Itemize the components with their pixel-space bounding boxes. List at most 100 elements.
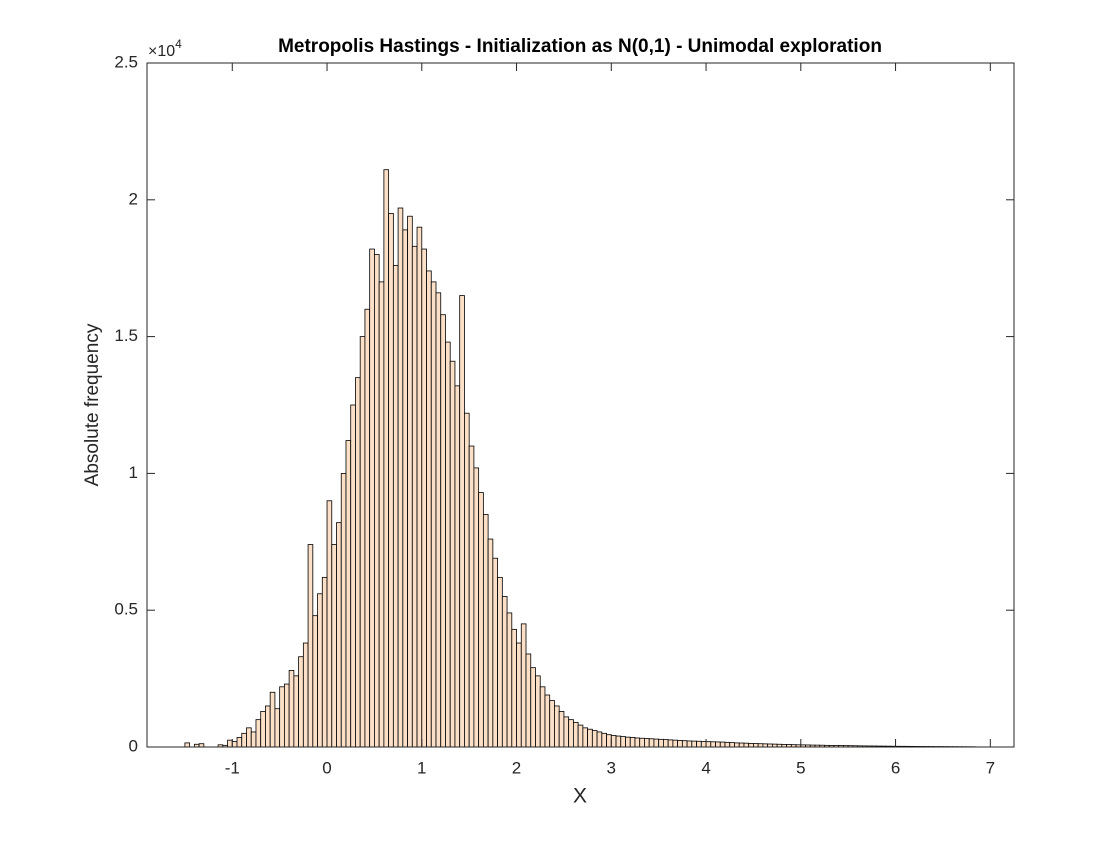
histogram-bar bbox=[502, 597, 507, 747]
histogram-bar bbox=[597, 732, 602, 747]
y-exponent-power: 4 bbox=[175, 37, 182, 51]
histogram-bar bbox=[531, 668, 536, 747]
histogram-bar bbox=[408, 216, 413, 747]
histogram-bar bbox=[237, 737, 242, 747]
histogram-bar bbox=[692, 741, 697, 747]
histogram-bar bbox=[654, 739, 659, 747]
histogram-bar bbox=[403, 230, 408, 747]
histogram-bar bbox=[441, 315, 446, 747]
histogram-bar bbox=[346, 441, 351, 747]
y-exponent-base: ×10 bbox=[148, 43, 175, 60]
histogram-bar bbox=[569, 720, 574, 747]
histogram-bar bbox=[464, 413, 469, 747]
histogram-bar bbox=[734, 743, 739, 747]
histogram-bar bbox=[521, 624, 526, 747]
histogram-bar bbox=[621, 737, 626, 747]
histogram-bar bbox=[611, 736, 616, 747]
chart-title: Metropolis Hastings - Initialization as … bbox=[278, 36, 882, 57]
histogram-bar bbox=[294, 676, 299, 747]
x-tick-label: 7 bbox=[986, 758, 995, 777]
histogram-bar bbox=[185, 743, 190, 747]
histogram-bar bbox=[275, 709, 280, 747]
y-axis-label: Absolute frequency bbox=[82, 323, 103, 486]
histogram-bar bbox=[445, 342, 450, 747]
histogram-bar bbox=[550, 700, 555, 747]
histogram-bar bbox=[251, 732, 256, 747]
y-tick-label: 0.5 bbox=[114, 600, 138, 619]
histogram-bar bbox=[512, 629, 517, 747]
histogram-bar bbox=[313, 616, 318, 747]
histogram-bar bbox=[554, 706, 559, 747]
histogram-bar bbox=[668, 740, 673, 747]
histogram-bar bbox=[697, 741, 702, 747]
histogram-bar bbox=[337, 523, 342, 747]
histogram-bar bbox=[730, 743, 735, 747]
histogram-bar bbox=[545, 695, 550, 747]
histogram-bar bbox=[720, 742, 725, 747]
x-tick-label: 0 bbox=[322, 758, 331, 777]
histogram-bar bbox=[644, 739, 649, 747]
histogram-bar bbox=[374, 255, 379, 747]
histogram-bar bbox=[716, 742, 721, 747]
histogram-bar bbox=[232, 742, 237, 747]
x-tick-label: 6 bbox=[891, 758, 900, 777]
histogram-bar bbox=[626, 737, 631, 747]
histogram-bar bbox=[583, 728, 588, 747]
histogram-bar bbox=[242, 733, 247, 747]
histogram-bar bbox=[289, 670, 294, 747]
histogram-bar bbox=[744, 743, 749, 747]
histogram-bar bbox=[398, 208, 403, 747]
histogram-bar bbox=[725, 742, 730, 747]
histogram-bar bbox=[422, 249, 427, 747]
histogram-bar bbox=[256, 720, 261, 747]
histogram-bar bbox=[739, 743, 744, 747]
histogram-bar bbox=[412, 246, 417, 747]
histogram-bar bbox=[284, 684, 289, 747]
y-tick-label: 1 bbox=[129, 463, 138, 482]
histogram-bar bbox=[384, 170, 389, 747]
histogram-bar bbox=[370, 249, 375, 747]
histogram-bar bbox=[455, 386, 460, 747]
histogram-bar bbox=[564, 717, 569, 747]
x-tick-label: 5 bbox=[796, 758, 805, 777]
histogram-bar bbox=[246, 728, 251, 747]
histogram-bar bbox=[332, 545, 337, 747]
histogram-bar bbox=[431, 282, 436, 747]
y-tick-label: 2.5 bbox=[114, 52, 138, 71]
histogram-bar bbox=[640, 738, 645, 747]
histogram-bar bbox=[270, 692, 275, 747]
histogram-bar bbox=[526, 654, 531, 747]
x-tick-label: 4 bbox=[701, 758, 710, 777]
histogram-bar bbox=[592, 731, 597, 747]
y-tick-label: 1.5 bbox=[114, 326, 138, 345]
histogram-bar bbox=[483, 514, 488, 747]
histogram-bar bbox=[607, 735, 612, 747]
histogram-bar bbox=[663, 740, 668, 747]
x-tick-label: 2 bbox=[512, 758, 521, 777]
x-tick-label: 3 bbox=[607, 758, 616, 777]
histogram-bar bbox=[602, 733, 607, 747]
histogram-bar bbox=[578, 725, 583, 747]
histogram-bar bbox=[488, 539, 493, 747]
histogram-bar bbox=[327, 501, 332, 747]
histogram-bar bbox=[753, 744, 758, 747]
histogram-bar bbox=[265, 706, 270, 747]
histogram-bar bbox=[393, 265, 398, 747]
histogram-bar bbox=[540, 687, 545, 747]
histogram-bar bbox=[322, 577, 327, 747]
histogram-bar bbox=[341, 473, 346, 747]
histogram-bar bbox=[588, 729, 593, 747]
histogram-bar bbox=[299, 657, 304, 747]
histogram-bar bbox=[308, 545, 313, 747]
histogram-bar bbox=[318, 594, 323, 747]
histogram-bar bbox=[635, 738, 640, 747]
histogram-bar bbox=[460, 296, 465, 747]
histogram-bar bbox=[507, 613, 512, 747]
histogram-bar bbox=[389, 213, 394, 747]
histogram-bar bbox=[493, 558, 498, 747]
histogram-bar bbox=[659, 739, 664, 747]
histogram-bar bbox=[687, 741, 692, 747]
histogram-bar bbox=[228, 740, 233, 747]
y-tick-label: 0 bbox=[129, 736, 138, 755]
